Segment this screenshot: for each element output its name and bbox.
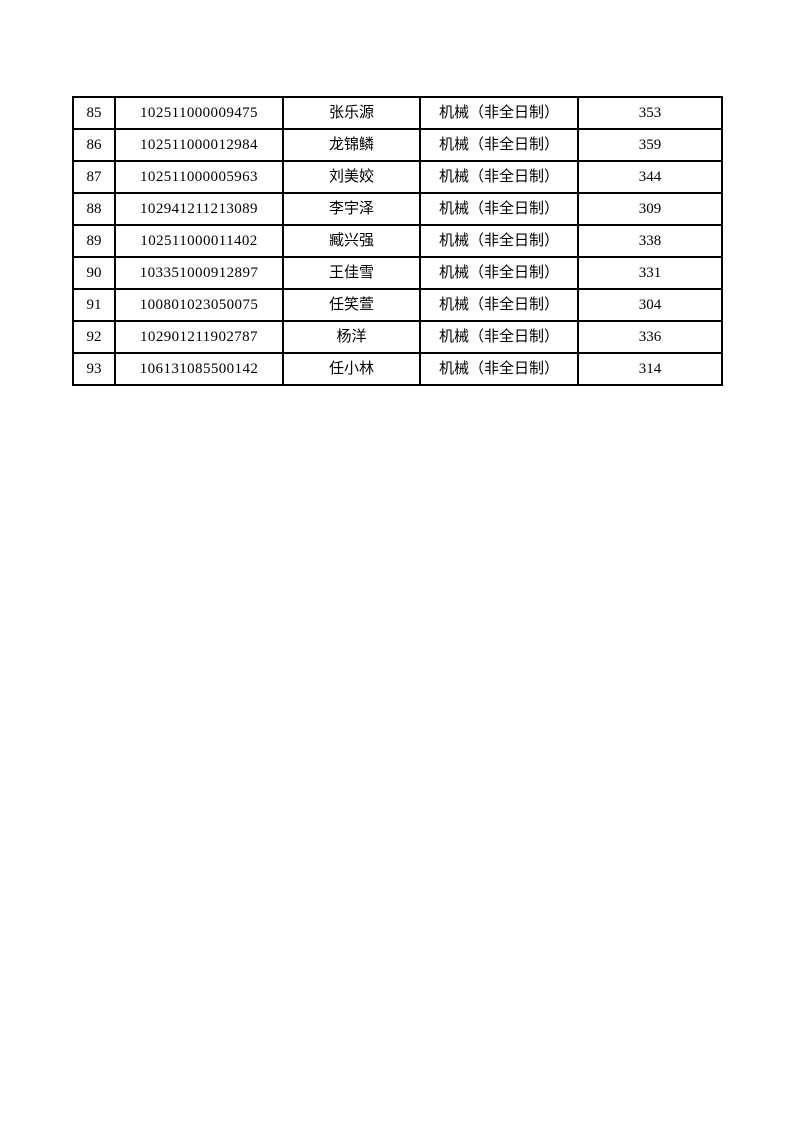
program-cell: 机械（非全日制）: [419, 96, 579, 130]
index-cell: 91: [72, 288, 116, 322]
table-row: 93 106131085500142 任小林 机械（非全日制） 314: [72, 352, 723, 386]
program-cell: 机械（非全日制）: [419, 224, 579, 258]
table-row: 87 102511000005963 刘美姣 机械（非全日制） 344: [72, 160, 723, 194]
table-row: 86 102511000012984 龙锦鳞 机械（非全日制） 359: [72, 128, 723, 162]
index-cell: 88: [72, 192, 116, 226]
index-cell: 87: [72, 160, 116, 194]
score-cell: 359: [577, 128, 723, 162]
exam-id-cell: 102511000011402: [114, 224, 284, 258]
score-cell: 336: [577, 320, 723, 354]
name-cell: 刘美姣: [282, 160, 421, 194]
program-cell: 机械（非全日制）: [419, 192, 579, 226]
name-cell: 杨洋: [282, 320, 421, 354]
index-cell: 92: [72, 320, 116, 354]
exam-id-cell: 100801023050075: [114, 288, 284, 322]
score-cell: 344: [577, 160, 723, 194]
program-cell: 机械（非全日制）: [419, 128, 579, 162]
table-row: 90 103351000912897 王佳雪 机械（非全日制） 331: [72, 256, 723, 290]
index-cell: 85: [72, 96, 116, 130]
exam-id-cell: 102901211902787: [114, 320, 284, 354]
table-row: 85 102511000009475 张乐源 机械（非全日制） 353: [72, 96, 723, 130]
name-cell: 张乐源: [282, 96, 421, 130]
program-cell: 机械（非全日制）: [419, 320, 579, 354]
score-cell: 338: [577, 224, 723, 258]
index-cell: 93: [72, 352, 116, 386]
score-cell: 353: [577, 96, 723, 130]
admission-score-table: 85 102511000009475 张乐源 机械（非全日制） 353 86 1025110…: [72, 96, 723, 386]
score-cell: 314: [577, 352, 723, 386]
table-row: 89 102511000011402 臧兴强 机械（非全日制） 338: [72, 224, 723, 258]
index-cell: 86: [72, 128, 116, 162]
index-cell: 90: [72, 256, 116, 290]
name-cell: 龙锦鳞: [282, 128, 421, 162]
table-row: 92 102901211902787 杨洋 机械（非全日制） 336: [72, 320, 723, 354]
name-cell: 王佳雪: [282, 256, 421, 290]
table-row: 88 102941211213089 李宇泽 机械（非全日制） 309: [72, 192, 723, 226]
name-cell: 任小林: [282, 352, 421, 386]
name-cell: 臧兴强: [282, 224, 421, 258]
program-cell: 机械（非全日制）: [419, 352, 579, 386]
score-cell: 304: [577, 288, 723, 322]
program-cell: 机械（非全日制）: [419, 160, 579, 194]
table-body: 85 102511000009475 张乐源 机械（非全日制） 353 86 1025110…: [72, 96, 723, 386]
exam-id-cell: 106131085500142: [114, 352, 284, 386]
name-cell: 李宇泽: [282, 192, 421, 226]
table-row: 91 100801023050075 任笑萱 机械（非全日制） 304: [72, 288, 723, 322]
index-cell: 89: [72, 224, 116, 258]
exam-id-cell: 103351000912897: [114, 256, 284, 290]
score-cell: 309: [577, 192, 723, 226]
exam-id-cell: 102941211213089: [114, 192, 284, 226]
exam-id-cell: 102511000009475: [114, 96, 284, 130]
name-cell: 任笑萱: [282, 288, 421, 322]
exam-id-cell: 102511000005963: [114, 160, 284, 194]
program-cell: 机械（非全日制）: [419, 256, 579, 290]
exam-id-cell: 102511000012984: [114, 128, 284, 162]
program-cell: 机械（非全日制）: [419, 288, 579, 322]
score-cell: 331: [577, 256, 723, 290]
